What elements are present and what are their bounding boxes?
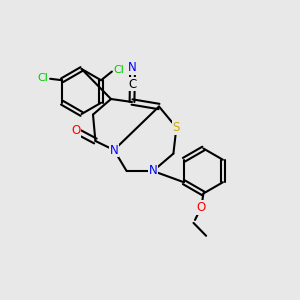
Text: Cl: Cl xyxy=(114,65,124,75)
Text: N: N xyxy=(128,61,137,74)
Text: N: N xyxy=(148,164,158,178)
Text: N: N xyxy=(110,143,118,157)
Text: O: O xyxy=(71,124,80,137)
Text: O: O xyxy=(196,201,206,214)
Text: S: S xyxy=(173,121,180,134)
Text: C: C xyxy=(128,77,136,91)
Text: Cl: Cl xyxy=(37,73,48,83)
